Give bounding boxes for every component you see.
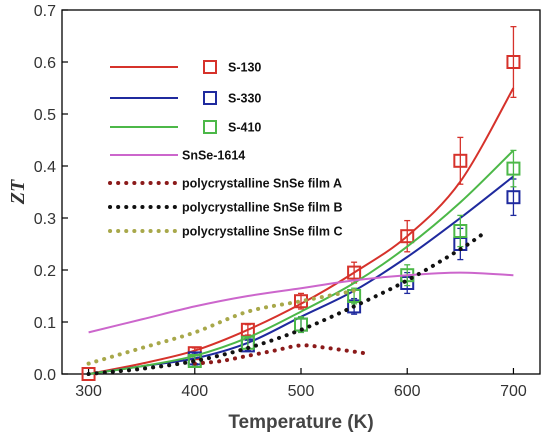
data-point (453, 224, 468, 238)
fit-line-s-410 (88, 149, 515, 375)
x-tick-label: 300 (75, 383, 102, 400)
data-point (347, 265, 362, 280)
legend-entry: S-330 (110, 91, 261, 106)
legend-label: S-330 (228, 92, 261, 106)
legend-marker (203, 91, 217, 105)
y-axis-label: ZT (7, 179, 29, 205)
x-tick-label: 600 (394, 383, 421, 400)
legend-entry: S-130 (110, 60, 261, 75)
legend-entry: polycrystalline SnSe film C (108, 225, 342, 239)
x-axis-label: Temperature (K) (228, 412, 373, 433)
legend-label: S-410 (228, 121, 261, 135)
y-tick-label: 0.5 (34, 107, 56, 124)
series-polycrystalline-snse-film-c (86, 288, 357, 366)
legend-label: polycrystalline SnSe film A (182, 177, 342, 191)
legend-entry: polycrystalline SnSe film B (108, 201, 342, 215)
legend-entry: S-410 (110, 120, 261, 135)
series-s-410 (88, 149, 521, 375)
x-tick-label: 400 (181, 383, 208, 400)
data-point (453, 153, 468, 168)
series-line-polycrystalline-snse-film-a (192, 343, 367, 366)
fit-line-s-130 (88, 87, 515, 375)
legend-label: polycrystalline SnSe film C (182, 225, 342, 239)
y-tick-label: 0.0 (34, 367, 56, 384)
legend-entry: polycrystalline SnSe film A (108, 177, 342, 191)
data-point (506, 161, 521, 176)
legend-entry: SnSe-1614 (110, 149, 245, 163)
data-point (506, 55, 521, 69)
series-snse-1614 (88, 271, 514, 334)
legend-marker (203, 60, 217, 74)
y-tick-label: 0.6 (34, 55, 56, 72)
data-point (506, 190, 521, 205)
y-tick-label: 0.2 (34, 263, 56, 280)
series-line-snse-1614 (88, 271, 514, 334)
x-tick-label: 700 (500, 383, 527, 400)
series-polycrystalline-snse-film-b (86, 229, 489, 376)
legend-label: polycrystalline SnSe film B (182, 201, 342, 215)
legend-label: SnSe-1614 (182, 149, 245, 163)
y-tick-label: 0.4 (34, 159, 56, 176)
legend-marker (203, 120, 217, 134)
x-tick-label: 500 (288, 383, 315, 400)
y-tick-label: 0.1 (34, 315, 56, 332)
y-tick-label: 0.3 (34, 211, 56, 228)
series-line-polycrystalline-snse-film-c (86, 288, 357, 366)
y-tick-label: 0.7 (34, 3, 56, 20)
data-point (400, 229, 415, 244)
legend-label: S-130 (228, 61, 261, 75)
series-polycrystalline-snse-film-a (192, 343, 367, 366)
series-line-polycrystalline-snse-film-b (86, 229, 489, 376)
